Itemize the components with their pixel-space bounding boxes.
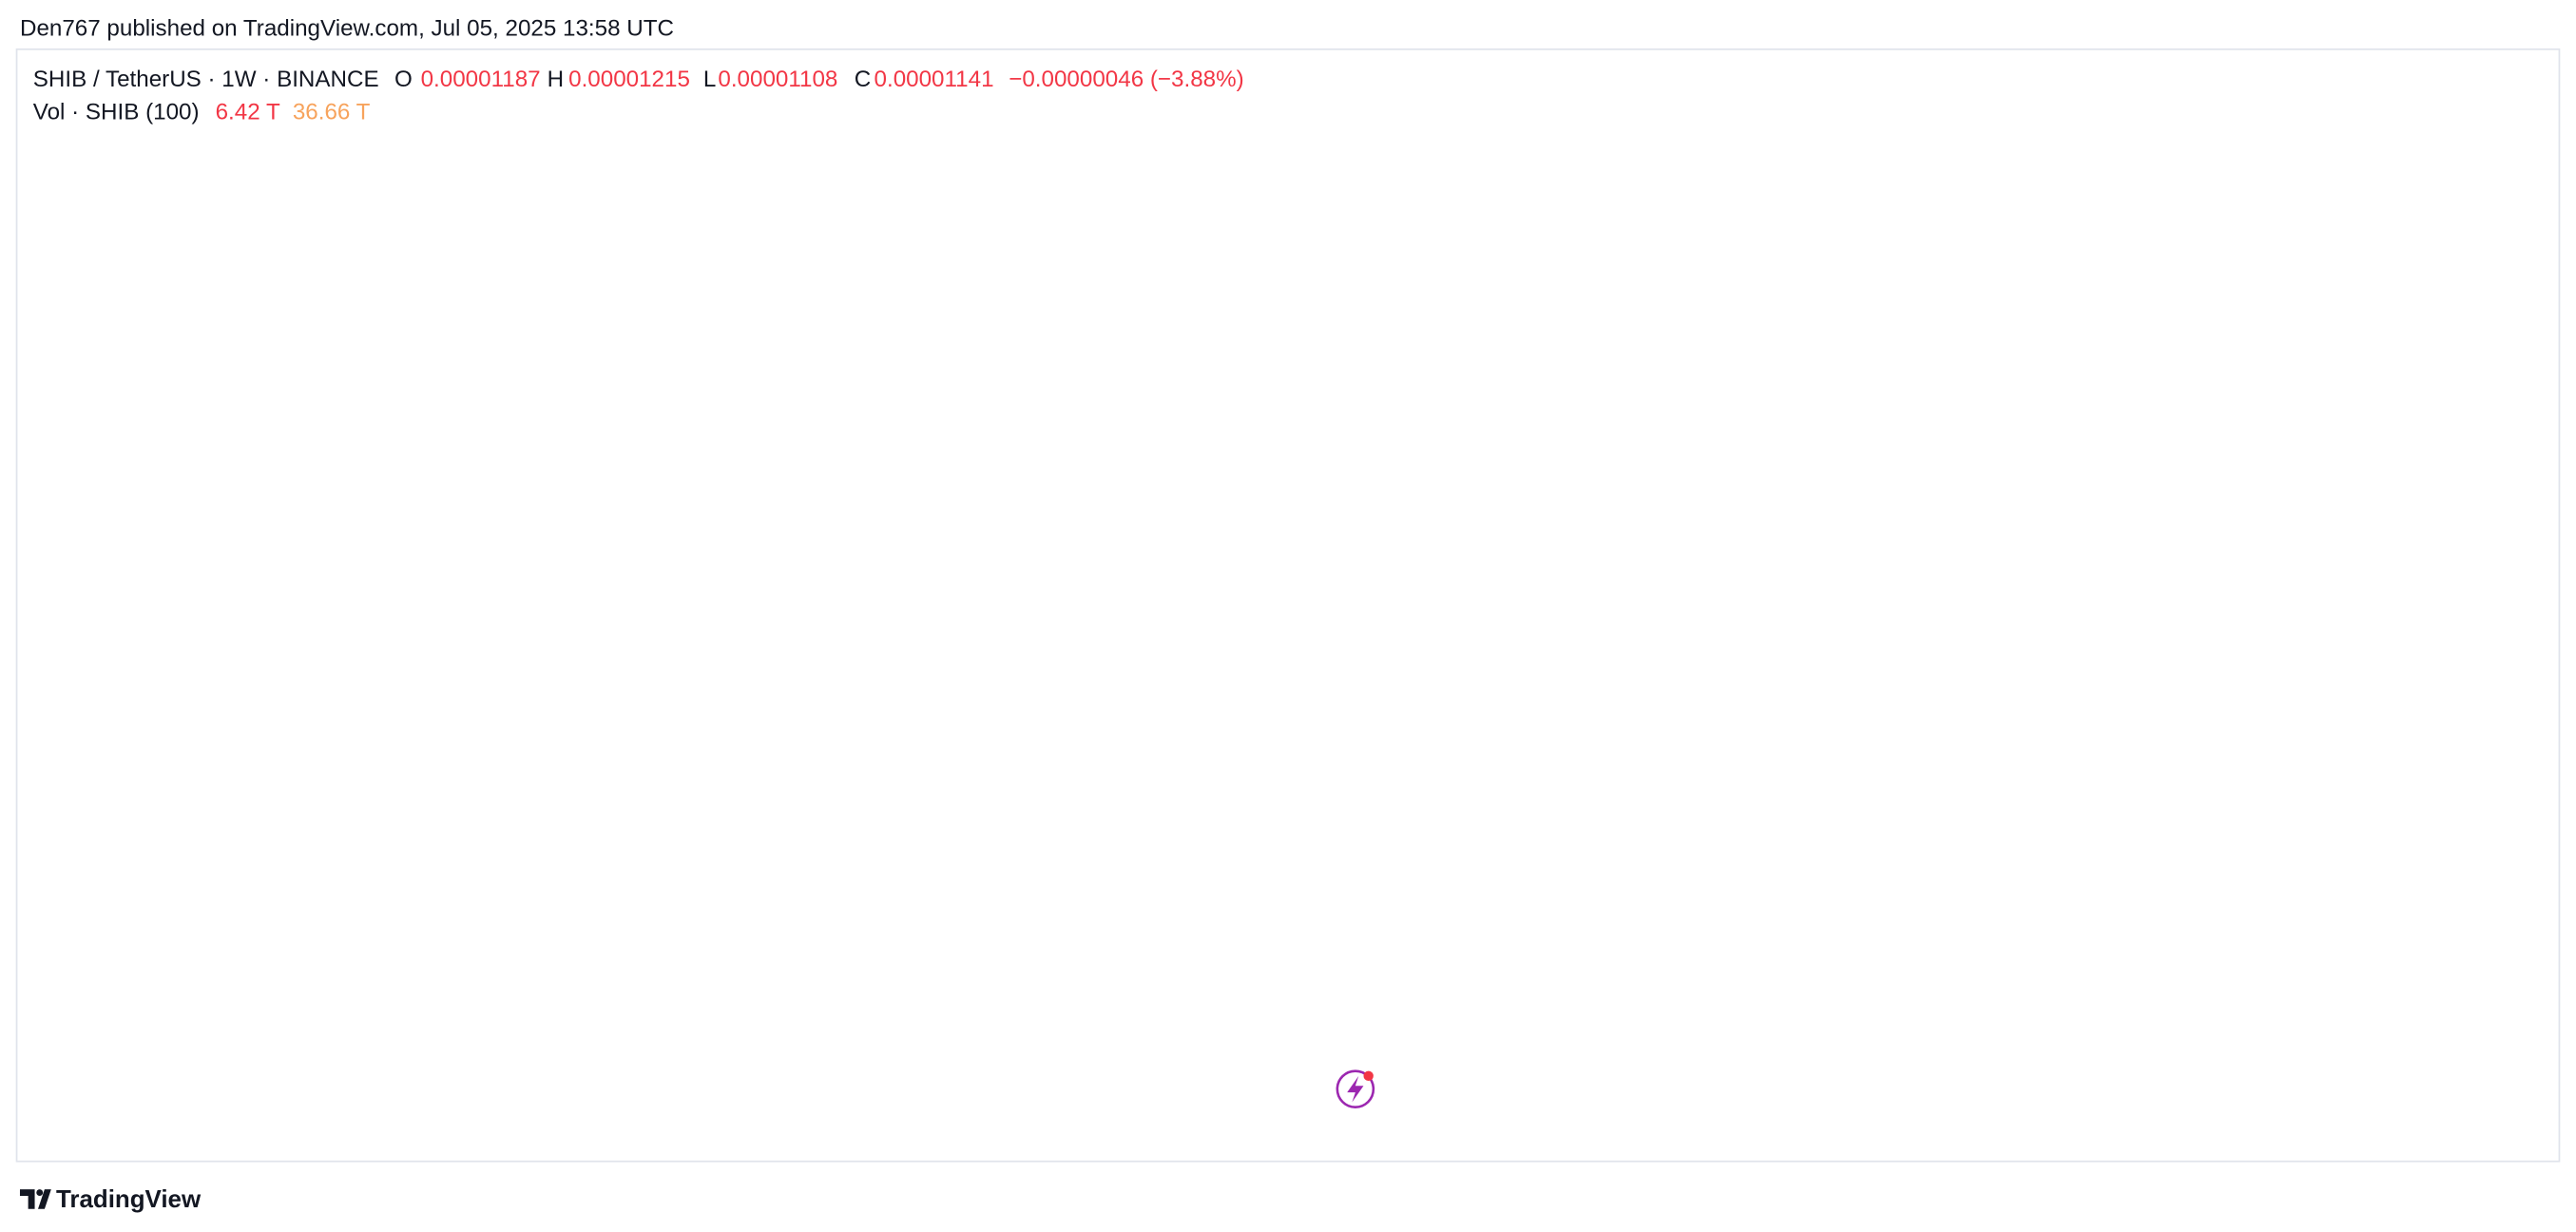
ohlc-key: L — [703, 67, 716, 92]
brand-name: TradingView — [56, 1186, 202, 1213]
ohlc-value: 0.00001108 — [718, 67, 837, 92]
change: −0.00000046 (−3.88%) — [1009, 67, 1243, 92]
alert-bolt — [1347, 1075, 1364, 1103]
symbol-title: SHIB / TetherUS · 1W · BINANCE — [33, 67, 379, 92]
attribution: Den767 published on TradingView.com, Jul… — [20, 15, 674, 41]
ohlc-key: O — [394, 67, 413, 92]
volume-value: 6.42 T — [216, 100, 280, 125]
alert-dot — [1363, 1070, 1374, 1082]
volume-title: Vol · SHIB (100) — [33, 100, 200, 125]
ohlc-value: 0.00001141 — [875, 67, 994, 92]
alert-icon[interactable] — [1336, 1069, 1375, 1108]
ohlc-key: C — [855, 67, 871, 92]
ohlc-value: 0.00001215 — [568, 67, 690, 92]
chart-frame — [15, 48, 2561, 1163]
volume-ma-value: 36.66 T — [293, 100, 371, 125]
ohlc-key: H — [548, 67, 564, 92]
ohlc-value: 0.00001187 — [421, 67, 541, 92]
brand-logo-dot — [36, 1189, 44, 1196]
brand-logo — [19, 1189, 51, 1209]
brand[interactable]: TradingView — [19, 1186, 202, 1213]
legend: SHIB / TetherUS · 1W · BINANCE O 0.00001… — [33, 67, 1244, 125]
